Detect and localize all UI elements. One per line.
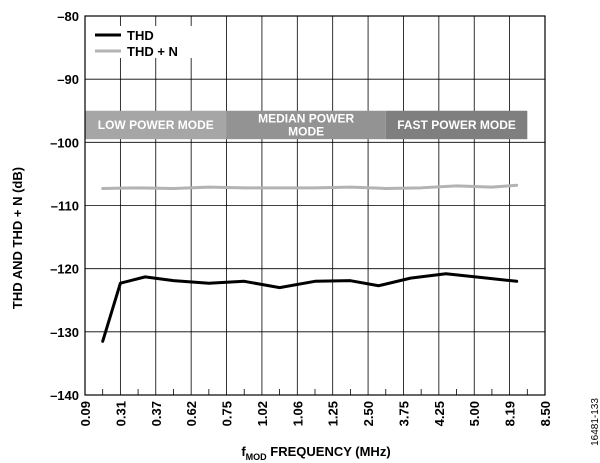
y-tick-labels: –80 –90 –100 –110 –120 –130 –140 xyxy=(50,9,79,403)
x-axis-title: fMOD FREQUENCY (MHz) xyxy=(241,444,390,462)
x-tick-label: 0.37 xyxy=(149,401,164,426)
mode-band-label: LOW POWER MODE xyxy=(98,118,214,132)
legend-bg xyxy=(93,42,205,58)
y-tick-label: –130 xyxy=(50,325,79,340)
y-axis-title: THD AND THD + N (dB) xyxy=(10,167,25,309)
data-series xyxy=(101,183,519,343)
x-tick-label: 5.00 xyxy=(467,401,482,426)
mode-band xyxy=(85,110,227,140)
x-tick-label: 3.75 xyxy=(396,401,411,426)
x-tick-label: 1.06 xyxy=(290,401,305,426)
x-tick-label: 0.31 xyxy=(113,401,128,426)
x-tick-label: 2.50 xyxy=(361,401,376,426)
x-tick-label: 0.75 xyxy=(220,401,235,426)
x-tick-label: 4.25 xyxy=(432,401,447,426)
x-tick-labels: 0.09 0.31 0.37 0.62 0.75 1.02 1.06 1.25 2.50 3.75… xyxy=(78,401,553,426)
figure-id: 16481-133 xyxy=(590,398,600,446)
y-tick-label: –80 xyxy=(57,9,79,24)
grid xyxy=(84,15,546,396)
mode-band xyxy=(385,110,528,140)
series-line-0 xyxy=(101,272,519,343)
axes xyxy=(84,15,546,396)
y-tick-label: –110 xyxy=(51,199,79,214)
y-tick-label: –90 xyxy=(57,72,79,87)
series-line-1 xyxy=(101,183,519,190)
x-axis-title-sub: MOD xyxy=(246,452,267,462)
plot-frame xyxy=(84,15,546,396)
legend-label: THD xyxy=(127,28,154,43)
x-tick-label: 8.50 xyxy=(538,401,553,426)
x-tick-label: 0.09 xyxy=(78,401,93,426)
legend-label: THD + N xyxy=(127,44,178,59)
mode-band xyxy=(226,110,386,140)
mode-band-label: MODE xyxy=(288,124,324,138)
x-axis-title-rest: FREQUENCY (MHz) xyxy=(267,444,391,459)
legend-bg xyxy=(93,26,205,42)
mode-band-label: FAST POWER MODE xyxy=(397,118,516,132)
mode-band-label: MEDIAN POWER xyxy=(258,111,354,125)
x-axis-title-main: f xyxy=(241,444,246,459)
x-tick-label: 1.25 xyxy=(326,401,341,426)
y-tick-label: –120 xyxy=(50,262,79,277)
y-tick-label: –140 xyxy=(50,388,79,403)
y-tick-label: –100 xyxy=(50,135,79,150)
x-tick-label: 0.62 xyxy=(184,401,199,426)
x-tick-label: 8.19 xyxy=(503,401,518,426)
x-tick-label: 1.02 xyxy=(255,401,270,426)
